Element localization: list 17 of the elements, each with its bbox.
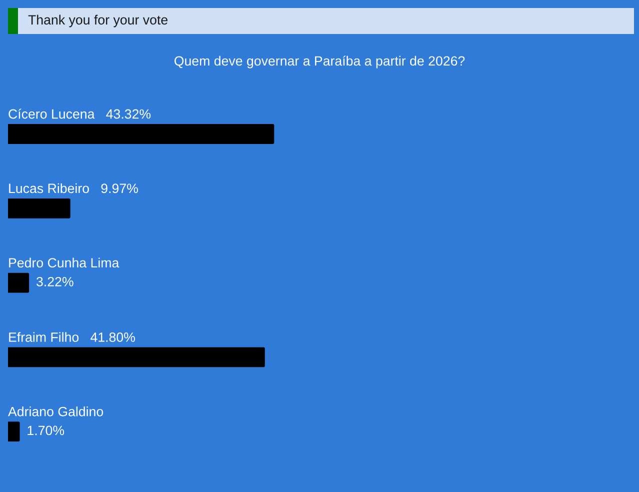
data-label: 3.22%: [36, 276, 74, 286]
y-tick-label: Lucas Ribeiro: [9, 183, 89, 194]
data-label: 43.32%: [106, 109, 151, 119]
bar: [8, 347, 265, 368]
bar: [8, 198, 70, 218]
y-tick-label: Adriano Galdino: [8, 406, 104, 416]
text: Thank you for your vote: [28, 14, 168, 28]
y-tick-label: Cícero Lucena: [8, 108, 95, 119]
data-label: 41.80%: [90, 332, 135, 342]
y-tick-label: Efraim Filho: [9, 332, 79, 342]
data-label: 9.97%: [101, 184, 138, 194]
bar: [8, 124, 274, 144]
bar: [8, 272, 30, 293]
bar: [8, 422, 20, 442]
y-tick-label: Pedro Cunha Lima: [9, 258, 120, 268]
text: Quem deve governar a Paraíba a partir de 2026?: [174, 56, 465, 68]
data-label: 1.70%: [28, 426, 64, 436]
